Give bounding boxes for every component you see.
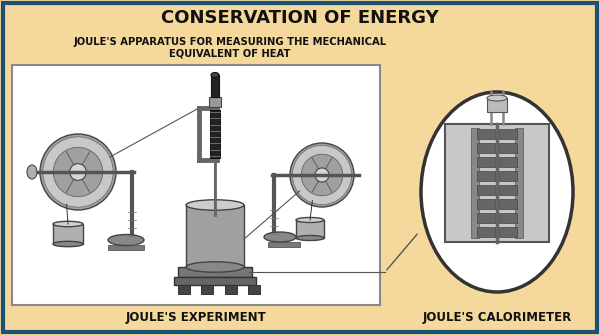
Bar	[12, 65, 380, 305]
Bar	[186, 205, 244, 267]
Ellipse shape	[487, 95, 507, 101]
Bar	[499, 129, 517, 139]
Ellipse shape	[292, 145, 352, 205]
Ellipse shape	[53, 221, 83, 227]
Ellipse shape	[43, 137, 113, 207]
Ellipse shape	[211, 72, 219, 77]
Bar	[499, 143, 517, 153]
Bar	[499, 199, 517, 209]
Bar	[471, 128, 479, 238]
Ellipse shape	[264, 232, 296, 242]
Bar	[202, 285, 214, 294]
Bar	[499, 157, 517, 167]
Ellipse shape	[53, 147, 103, 197]
Bar	[477, 185, 495, 195]
Text: JOULE'S CALORIMETER: JOULE'S CALORIMETER	[422, 312, 572, 325]
Bar	[477, 143, 495, 153]
Ellipse shape	[108, 234, 144, 246]
Bar	[477, 129, 495, 139]
Bar	[209, 97, 221, 107]
Bar	[477, 171, 495, 181]
Bar	[248, 285, 260, 294]
Bar	[477, 199, 495, 209]
Text: CONSERVATION OF ENERGY: CONSERVATION OF ENERGY	[161, 9, 439, 27]
Ellipse shape	[421, 92, 573, 292]
Text: JOULE'S EXPERIMENT: JOULE'S EXPERIMENT	[125, 312, 266, 325]
Bar	[487, 98, 507, 112]
Bar	[499, 185, 517, 195]
Bar	[445, 124, 549, 242]
Ellipse shape	[290, 143, 354, 207]
Circle shape	[315, 168, 329, 182]
Bar	[178, 267, 252, 277]
Ellipse shape	[186, 200, 244, 210]
Bar	[477, 227, 495, 237]
Ellipse shape	[53, 241, 83, 247]
Bar	[53, 224, 83, 244]
Bar	[499, 213, 517, 223]
Text: EQUIVALENT OF HEAT: EQUIVALENT OF HEAT	[169, 49, 291, 59]
Ellipse shape	[296, 236, 324, 241]
Ellipse shape	[301, 154, 343, 196]
Bar	[108, 245, 144, 250]
Ellipse shape	[186, 262, 244, 272]
Bar	[178, 285, 190, 294]
Bar	[477, 157, 495, 167]
Bar	[224, 285, 236, 294]
Bar	[296, 220, 324, 238]
Bar	[499, 171, 517, 181]
Bar	[174, 277, 256, 285]
Text: JOULE'S APPARATUS FOR MEASURING THE MECHANICAL: JOULE'S APPARATUS FOR MEASURING THE MECH…	[73, 37, 386, 47]
Bar	[211, 75, 219, 97]
Bar	[268, 242, 300, 247]
Bar	[477, 213, 495, 223]
Bar	[515, 128, 523, 238]
Ellipse shape	[27, 165, 37, 179]
Bar	[499, 227, 517, 237]
Ellipse shape	[40, 134, 116, 210]
Circle shape	[70, 163, 86, 180]
Bar	[210, 110, 220, 158]
Ellipse shape	[296, 217, 324, 222]
